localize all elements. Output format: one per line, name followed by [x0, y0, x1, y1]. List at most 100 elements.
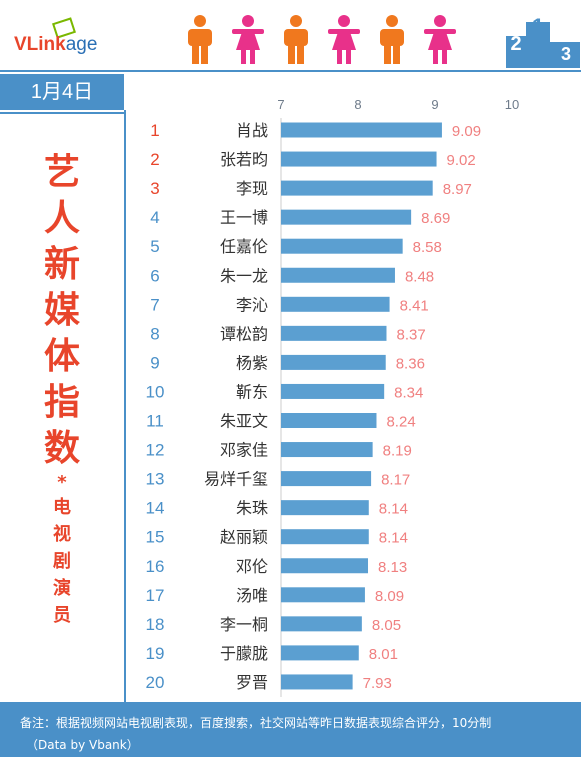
category-label: 肖战 — [236, 121, 268, 140]
rank-label: 20 — [146, 673, 165, 692]
chart-title: 艺人新媒体指数 * 电视剧演员 — [34, 150, 90, 629]
x-tick-label: 8 — [354, 97, 361, 112]
date-underline — [0, 112, 124, 114]
category-label: 谭松韵 — [220, 324, 268, 343]
title-char: 艺 — [43, 152, 80, 193]
category-label: 李一桐 — [220, 615, 268, 634]
title-char: 体 — [43, 336, 80, 377]
value-label: 8.36 — [396, 355, 425, 372]
subtitle-char: 剧 — [53, 551, 71, 572]
bar — [281, 529, 369, 545]
bar — [281, 616, 362, 632]
bar — [281, 122, 442, 138]
subtitle-char: 员 — [53, 605, 71, 626]
value-label: 8.09 — [375, 588, 404, 605]
rank-label: 14 — [146, 499, 165, 518]
bar — [281, 674, 353, 690]
bar — [281, 558, 369, 574]
rank-label: 3 — [150, 179, 159, 198]
male-person-icon — [284, 15, 308, 64]
rank-label: 15 — [146, 528, 165, 547]
title-char: 指 — [43, 382, 80, 423]
category-label: 罗晋 — [236, 673, 268, 692]
title-subtitle: 电视剧演员 — [34, 494, 90, 629]
value-label: 9.09 — [452, 123, 481, 140]
logo-text-age: age — [65, 34, 98, 55]
podium-icon: 2 1 3 — [506, 16, 580, 68]
rank-label: 11 — [146, 412, 164, 431]
category-label: 李现 — [236, 179, 268, 198]
value-label: 8.48 — [405, 268, 434, 285]
x-tick-label: 10 — [505, 97, 519, 112]
category-label: 靳东 — [236, 382, 268, 401]
rank-label: 18 — [146, 615, 165, 634]
category-label: 易烊千玺 — [204, 470, 268, 489]
value-label: 8.37 — [396, 326, 425, 343]
value-label: 8.01 — [369, 646, 398, 663]
date-label: 1月4日 — [0, 74, 124, 110]
rank-label: 5 — [150, 237, 159, 256]
rank-label: 7 — [150, 295, 159, 314]
x-tick-label: 9 — [431, 97, 438, 112]
title-char: 人 — [43, 198, 80, 239]
people-figures-icon — [188, 15, 456, 64]
rank-label: 1 — [150, 121, 159, 140]
category-label: 王一博 — [220, 208, 268, 227]
male-person-icon — [380, 15, 404, 64]
footer-source: （Data by Vbank） — [26, 738, 139, 752]
value-label: 8.14 — [379, 530, 408, 547]
logo-text-vl: VL — [14, 34, 39, 55]
category-label: 李沁 — [236, 295, 268, 314]
rank-label: 2 — [150, 150, 159, 169]
title-char: 媒 — [43, 290, 80, 331]
value-label: 8.58 — [413, 239, 442, 256]
left-column-divider — [124, 110, 126, 702]
vlinkage-logo: VLinkage — [14, 17, 124, 60]
category-label: 朱亚文 — [220, 412, 268, 431]
x-tick-label: 7 — [277, 97, 284, 112]
bar — [281, 296, 390, 312]
logo-text: VLinkage — [14, 34, 97, 56]
bar — [281, 325, 387, 341]
value-label: 8.34 — [394, 384, 423, 401]
podium-number-3: 3 — [561, 44, 571, 64]
rank-label: 9 — [150, 353, 159, 372]
logo-text-ink: ink — [38, 34, 66, 55]
category-label: 赵丽颖 — [220, 528, 268, 547]
bar-chart: 7 8 9 10 1 肖战 9.09 2 张若昀 9.02 3 李现 8.97 4 王一博 8.69 5 任嘉伦 8… — [146, 97, 519, 697]
bar — [281, 180, 433, 196]
category-label: 张若昀 — [220, 150, 268, 169]
rank-label: 10 — [146, 382, 165, 401]
rank-label: 13 — [146, 470, 165, 489]
bar — [281, 209, 412, 225]
subtitle-char: 演 — [53, 578, 71, 599]
female-person-icon — [328, 15, 360, 64]
rank-label: 17 — [146, 586, 165, 605]
podium-number-1: 1 — [532, 16, 544, 39]
title-main: 艺人新媒体指数 — [34, 150, 90, 472]
bar — [281, 413, 377, 428]
podium-number-2: 2 — [510, 33, 521, 55]
bar — [281, 500, 369, 516]
category-label: 朱珠 — [236, 499, 268, 518]
category-label: 邓伦 — [236, 557, 268, 576]
rank-label: 4 — [150, 208, 159, 227]
header-divider — [0, 70, 581, 72]
title-char: 新 — [43, 244, 80, 285]
subtitle-char: 视 — [53, 524, 71, 545]
title-char: 数 — [43, 428, 80, 469]
value-label: 7.93 — [363, 675, 392, 692]
value-label: 8.14 — [379, 501, 408, 518]
bar — [281, 587, 365, 603]
value-label: 8.97 — [443, 181, 472, 198]
value-label: 8.19 — [383, 443, 412, 460]
rank-label: 12 — [146, 441, 165, 460]
bar — [281, 645, 359, 661]
bar — [281, 238, 403, 254]
bar — [281, 471, 372, 487]
category-label: 任嘉伦 — [220, 237, 268, 256]
value-label: 9.02 — [447, 152, 476, 169]
category-label: 朱一龙 — [220, 266, 268, 285]
value-label: 8.69 — [421, 210, 450, 227]
bar — [281, 354, 386, 370]
